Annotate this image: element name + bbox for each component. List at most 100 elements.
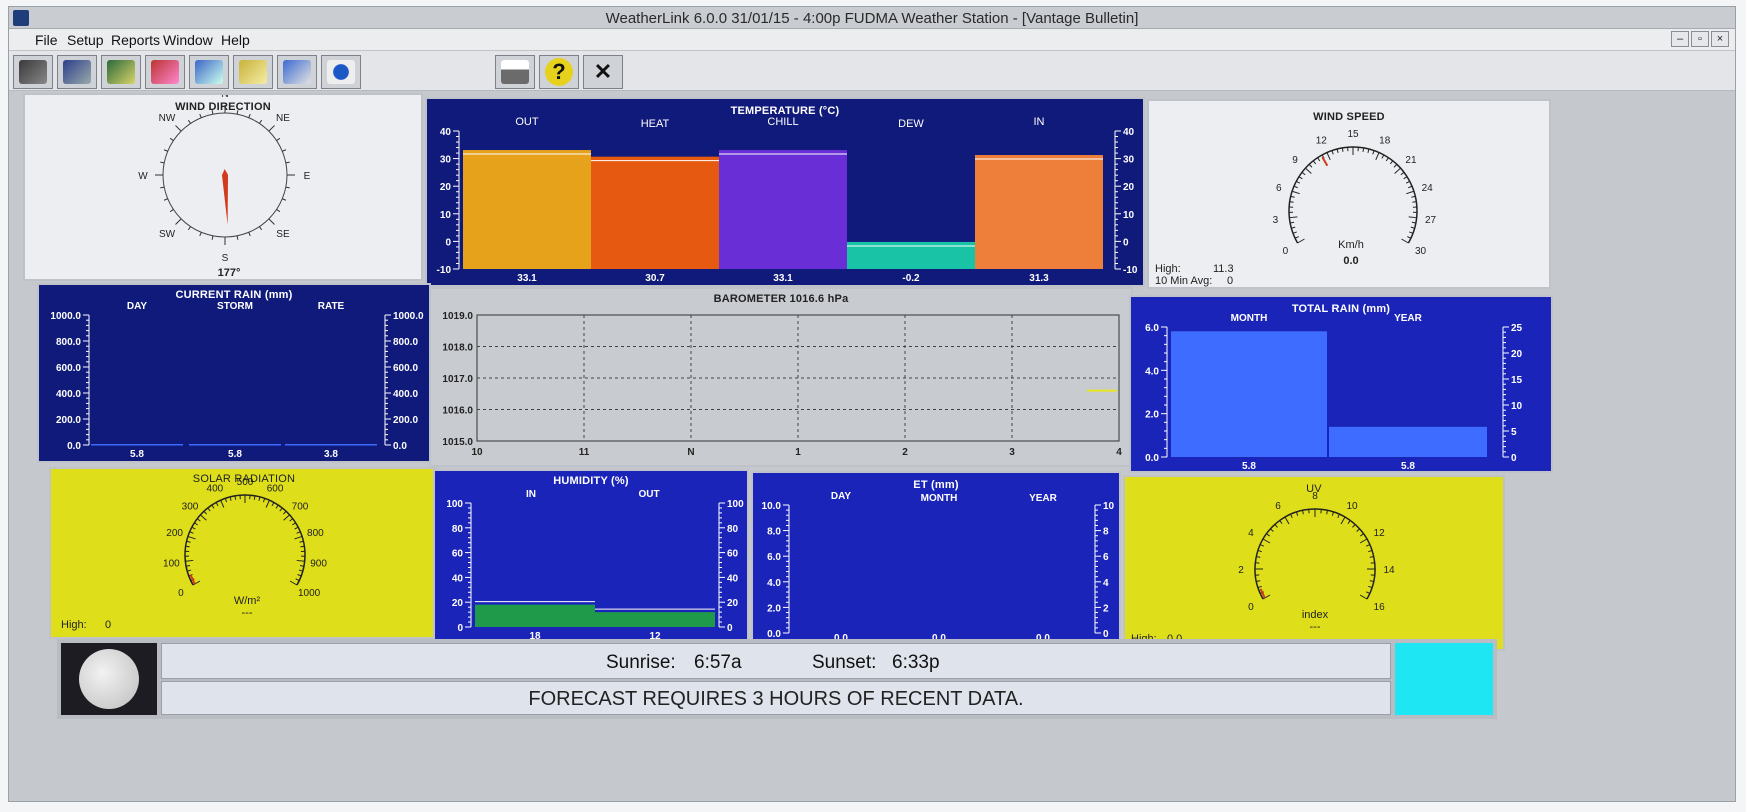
summary-icon[interactable] xyxy=(277,55,317,89)
rain-category-rate: RATE xyxy=(318,301,345,312)
sunrise-label: Sunrise: xyxy=(606,652,676,673)
wind-speed-tick xyxy=(1336,148,1339,154)
compass-tick xyxy=(163,149,168,152)
wind-direction-panel[interactable]: WIND DIRECTION N NE E SE S SW W NW 177° xyxy=(23,93,423,281)
humidity-left-axis-label: 60 xyxy=(452,549,464,560)
solar-radiation-panel[interactable]: SOLAR RADIATION 0 100 200 300 400 500 600 700 80… xyxy=(49,467,439,639)
current-rain-panel[interactable]: CURRENT RAIN (mm) 1000.0 800.0 600.0 400.0 2… xyxy=(37,283,431,463)
solar-high-value: 0 xyxy=(105,619,112,631)
toolbar: ? ✕ xyxy=(9,51,1735,91)
restore-icon[interactable]: ▫ xyxy=(1691,31,1709,47)
compass-label-e: E xyxy=(304,171,311,182)
uv-tick xyxy=(1262,594,1271,600)
wind-speed-label: 9 xyxy=(1292,155,1298,166)
compass-label-ne: NE xyxy=(276,113,290,124)
close-window-icon[interactable]: × xyxy=(1711,31,1729,47)
help-icon[interactable]: ? xyxy=(539,55,579,89)
temp-category-heat: HEAT xyxy=(641,118,670,130)
wind-speed-tick xyxy=(1362,147,1365,152)
menu-window[interactable]: Window xyxy=(163,32,213,48)
uv-tick xyxy=(1266,533,1270,537)
uv-label: 14 xyxy=(1383,565,1395,576)
menu-setup[interactable]: Setup xyxy=(67,32,104,48)
app-icon[interactable] xyxy=(13,10,29,26)
et-left-axis-label: 10.0 xyxy=(762,501,782,512)
temp-left-axis-label: 10 xyxy=(440,210,452,221)
humidity-panel[interactable]: HUMIDITY (%) 100 80 60 40 20 0 100 80 60 40 20 0 IN 1… xyxy=(433,469,749,641)
browse-icon[interactable] xyxy=(189,55,229,89)
forecast-box: FORECAST REQUIRES 3 HOURS OF RECENT DATA… xyxy=(161,681,1391,715)
uv-tick xyxy=(1368,585,1373,589)
wind-speed-tick xyxy=(1410,226,1415,229)
solar-tick xyxy=(234,495,237,500)
et-right-axis-label: 8 xyxy=(1103,527,1109,538)
uv-tick xyxy=(1347,520,1351,524)
minimize-icon[interactable]: – xyxy=(1671,31,1689,47)
wind-speed-tick xyxy=(1408,216,1417,219)
barometer-panel[interactable]: BAROMETER 1016.6 hPa 1019.0 1018.0 1017.0 1… xyxy=(429,287,1133,467)
wind-speed-tick xyxy=(1409,231,1414,234)
menu-help[interactable]: Help xyxy=(221,32,250,48)
moon-phase xyxy=(61,643,157,715)
wind-speed-high-value: 11.3 xyxy=(1213,263,1234,275)
temperature-panel[interactable]: TEMPERATURE (°C) 40 30 20 10 0 -10 40 30 20 10 0 -1… xyxy=(425,97,1145,287)
solar-label: 400 xyxy=(207,483,224,494)
noaa-icon[interactable] xyxy=(321,55,361,89)
compass-tick xyxy=(282,149,287,152)
plot-icon[interactable] xyxy=(145,55,185,89)
et-right-axis-label: 4 xyxy=(1103,578,1109,589)
rain-category-day: DAY xyxy=(127,301,148,312)
uv-tick xyxy=(1369,556,1374,558)
menu-bar: File Setup Reports Window Help – ▫ × xyxy=(9,29,1735,51)
total-rain-category-year: YEAR xyxy=(1394,313,1423,324)
et-category-year: YEAR xyxy=(1029,493,1058,504)
wind-speed-tick xyxy=(1297,238,1305,244)
compass-tick xyxy=(268,125,275,132)
humidity-left-axis-label: 100 xyxy=(446,499,463,510)
solar-arc xyxy=(184,494,306,586)
uv-label: 6 xyxy=(1275,501,1281,512)
solar-tick xyxy=(262,498,266,503)
uv-tick xyxy=(1356,528,1360,532)
total-rain-left-axis-label: 6.0 xyxy=(1145,323,1159,334)
station-icon[interactable] xyxy=(13,55,53,89)
uv-label: 12 xyxy=(1374,528,1386,539)
forecast-text: FORECAST REQUIRES 3 HOURS OF RECENT DATA… xyxy=(528,688,1024,710)
rain-right-axis-label: 400.0 xyxy=(393,389,418,400)
notes-icon[interactable] xyxy=(233,55,273,89)
total-rain-chart: 6.0 4.0 2.0 0.0 25 20 15 10 5 0 MONTH 5.8 YEAR 5.8 xyxy=(1145,313,1522,472)
et-left-axis-label: 6.0 xyxy=(767,552,781,563)
uv-tick xyxy=(1369,580,1374,582)
weather-data-icon[interactable] xyxy=(101,55,141,89)
temp-right-axis-label: 20 xyxy=(1123,182,1135,193)
wind-speed-label: 18 xyxy=(1379,136,1391,147)
print-icon[interactable] xyxy=(495,55,535,89)
humidity-value-in: 18 xyxy=(529,631,541,641)
wind-speed-tick xyxy=(1298,176,1303,180)
wind-speed-tick xyxy=(1381,154,1385,159)
solar-tick xyxy=(282,510,287,515)
total-rain-panel[interactable]: TOTAL RAIN (mm) 6.0 4.0 2.0 0.0 25 20 15 10 5 0 MO… xyxy=(1129,295,1553,473)
et-category-day: DAY xyxy=(831,491,852,502)
rain-right-axis-label: 800.0 xyxy=(393,337,418,348)
et-panel[interactable]: ET (mm) 10.0 8.0 6.0 4.0 2.0 0.0 10 8 6 4 2 0 DAY 0.0… xyxy=(751,471,1121,643)
et-right-axis-label: 10 xyxy=(1103,501,1115,512)
menu-file[interactable]: File xyxy=(35,32,58,48)
wind-speed-tick xyxy=(1405,180,1410,184)
et-left-axis-label: 2.0 xyxy=(767,603,781,614)
compass-tick xyxy=(169,209,174,213)
computer-link-icon[interactable] xyxy=(57,55,97,89)
compass-tick xyxy=(211,110,214,115)
wind-speed-value: 0.0 xyxy=(1343,255,1359,267)
wind-speed-tick xyxy=(1290,221,1295,224)
wind-speed-panel[interactable]: WIND SPEED 0 3 6 9 12 15 18 21 24 27 30 Km/h 0.0 H… xyxy=(1147,99,1551,289)
uv-title: UV xyxy=(1306,483,1322,495)
temp-right-axis-label: 40 xyxy=(1123,127,1135,138)
wind-speed-label: 3 xyxy=(1273,215,1279,226)
solar-tick xyxy=(185,545,190,548)
et-left-axis-label: 8.0 xyxy=(767,527,781,538)
close-icon[interactable]: ✕ xyxy=(583,55,623,89)
total-rain-value-month: 5.8 xyxy=(1242,461,1256,472)
menu-reports[interactable]: Reports xyxy=(111,32,161,48)
